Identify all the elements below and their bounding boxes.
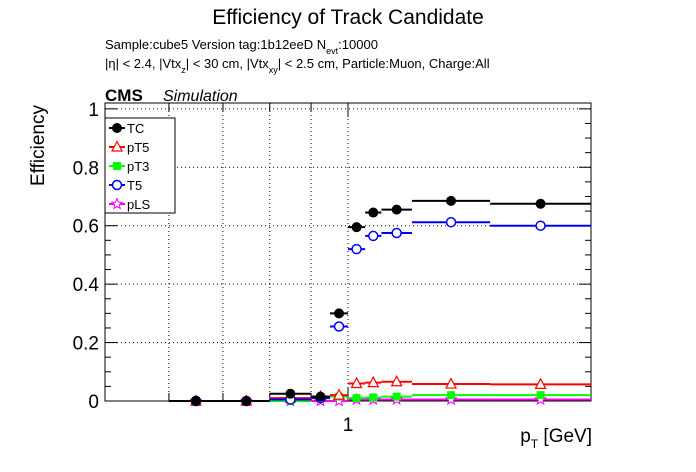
point-tc xyxy=(368,207,379,218)
point-tc xyxy=(391,204,402,215)
point-tc xyxy=(241,396,252,406)
point-tc xyxy=(315,391,326,402)
simulation-label: Simulation xyxy=(163,88,238,105)
point-tc xyxy=(190,396,201,406)
point-t5 xyxy=(391,227,402,239)
legend-label-pt3: pT3 xyxy=(127,159,149,174)
point-t5 xyxy=(351,243,362,255)
legend-label-tc: TC xyxy=(127,121,144,136)
x-tick-label: 1 xyxy=(343,415,354,436)
legend-marker-pt3 xyxy=(113,162,121,170)
point-pt5 xyxy=(350,376,363,389)
point-tc xyxy=(446,195,457,206)
chart-subtitle-2: |η| < 2.4, |Vtxz| < 30 cm, |Vtxxy| < 2.5… xyxy=(105,56,490,75)
point-pt3 xyxy=(447,391,456,400)
point-tc xyxy=(351,222,362,233)
point-t5 xyxy=(445,216,457,228)
point-tc xyxy=(535,198,546,209)
point-tc xyxy=(285,388,296,399)
point-pt5 xyxy=(367,375,380,388)
legend-label-pls: pLS xyxy=(127,197,150,212)
cms-label: CMS xyxy=(105,86,143,105)
legend-label-t5: T5 xyxy=(127,178,142,193)
point-pt5 xyxy=(534,377,547,389)
y-tick-label: 0.2 xyxy=(73,334,99,355)
point-pt3 xyxy=(352,394,361,403)
point-pt5 xyxy=(390,374,403,387)
legend-label-pt5: pT5 xyxy=(127,140,149,155)
y-tick-label: 0.4 xyxy=(73,275,100,296)
point-t5 xyxy=(535,220,546,231)
point-tc xyxy=(334,308,345,319)
point-pt3 xyxy=(392,392,401,401)
point-t5 xyxy=(333,321,345,332)
point-pt5 xyxy=(445,377,458,389)
point-t5 xyxy=(368,230,379,242)
y-tick-label: 0 xyxy=(88,392,99,413)
chart-subtitle-1: Sample:cube5 Version tag:1b12eeD Nevt:10… xyxy=(105,37,378,56)
y-tick-label: 0.6 xyxy=(73,217,99,238)
y-tick-label: 1 xyxy=(88,100,99,121)
chart-title: Efficiency of Track Candidate xyxy=(212,6,484,29)
x-axis-label: pT [GeV] xyxy=(520,426,592,451)
legend-marker-t5 xyxy=(111,179,123,191)
legend-marker-pls xyxy=(110,197,124,210)
legend-marker-pt5 xyxy=(111,140,123,152)
y-axis-label: Efficiency xyxy=(28,105,49,186)
legend-marker-tc xyxy=(112,123,122,133)
point-pt3 xyxy=(369,393,378,402)
y-tick-label: 0.8 xyxy=(73,158,99,179)
point-pt5 xyxy=(333,388,346,400)
point-pt3 xyxy=(536,391,545,400)
